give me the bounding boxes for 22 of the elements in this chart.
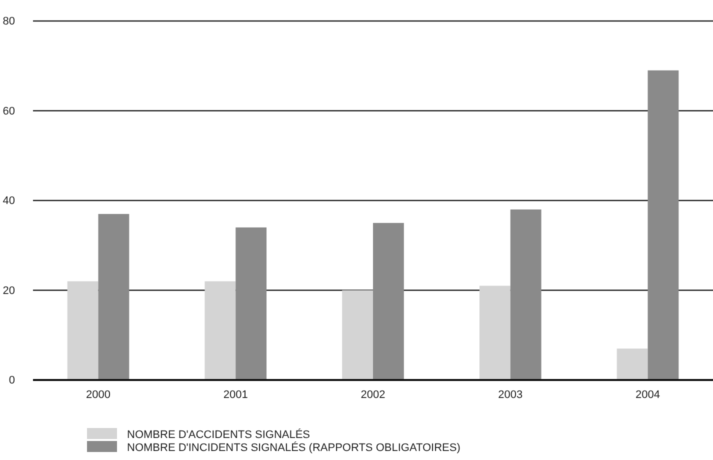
x-tick-label: 2002: [360, 388, 386, 401]
bar: [616, 348, 648, 380]
bar: [479, 286, 510, 380]
bar: [204, 281, 236, 380]
y-tick-label: 0: [8, 374, 15, 387]
legend-label: NOMBRE D'INCIDENTS SIGNALÉS (RAPPORTS OBLIGATOIRES): [127, 441, 460, 454]
bar: [98, 214, 130, 380]
legend-label: NOMBRE D'ACCIDENTS SIGNALÉS: [127, 428, 310, 441]
x-tick-label: 2001: [223, 388, 248, 401]
x-tick-label: 2000: [86, 388, 110, 401]
bar: [67, 281, 98, 380]
bar: [510, 209, 542, 380]
x-tick-label: 2004: [636, 388, 660, 401]
y-tick-label: 80: [2, 16, 15, 28]
bar: [342, 290, 373, 380]
bar: [648, 70, 679, 380]
y-tick-label: 60: [2, 105, 15, 118]
bar: [236, 227, 267, 380]
y-tick-label: 20: [2, 284, 15, 297]
y-tick-label: 40: [2, 195, 15, 208]
x-tick-label: 2003: [498, 388, 523, 401]
bar: [373, 222, 404, 380]
